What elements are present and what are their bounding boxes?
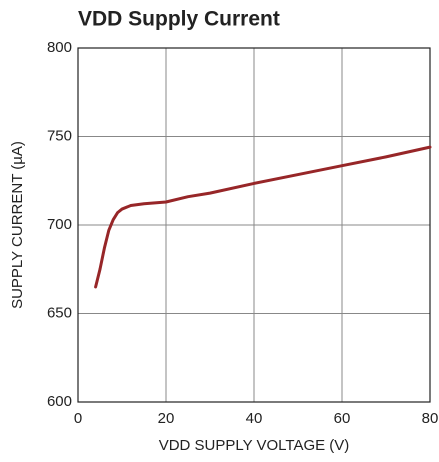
y-tick-label: 750 bbox=[47, 127, 72, 144]
x-tick-label: 0 bbox=[74, 410, 82, 427]
x-tick-label: 80 bbox=[422, 410, 439, 427]
data-line bbox=[94, 145, 432, 289]
x-tick-label: 60 bbox=[334, 410, 351, 427]
plot-frame bbox=[77, 47, 431, 403]
x-axis-label: VDD SUPPLY VOLTAGE (V) bbox=[159, 437, 350, 454]
y-tick-label: 650 bbox=[47, 304, 72, 321]
y-tick-label: 700 bbox=[47, 216, 72, 233]
chart-title: VDD Supply Current bbox=[78, 8, 280, 31]
y-tick-label: 600 bbox=[47, 393, 72, 410]
x-tick-label: 40 bbox=[246, 410, 263, 427]
y-tick-label: 800 bbox=[47, 39, 72, 56]
x-tick-label: 20 bbox=[158, 410, 175, 427]
y-axis-label: SUPPLY CURRENT (µA) bbox=[9, 141, 26, 309]
